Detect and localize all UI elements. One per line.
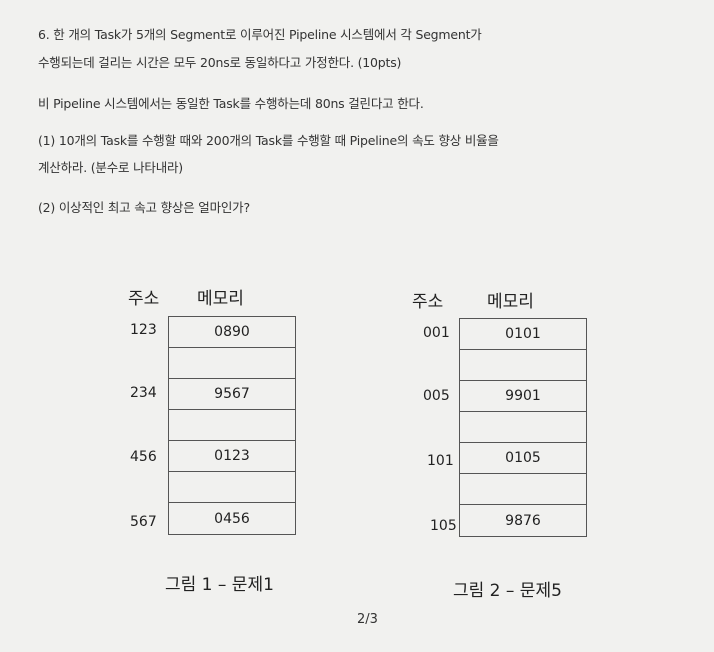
memory-cell: 9901 <box>460 381 586 412</box>
figure-1-address-header: 주소 <box>128 289 160 309</box>
memory-cell: 9567 <box>169 379 295 410</box>
memory-cell <box>460 412 586 443</box>
figure-2-address: 001 <box>423 325 450 341</box>
memory-cell <box>460 350 586 381</box>
memory-cell: 0456 <box>214 510 250 527</box>
question-line-2: 수행되는데 걸리는 시간은 모두 20ns로 동일하다고 가정한다. (10pt… <box>38 55 402 70</box>
figure-1-memory-header: 메모리 <box>197 289 244 309</box>
question-line-3: 비 Pipeline 시스템에서는 동일한 Task를 수행하는데 80ns 걸… <box>38 96 424 111</box>
memory-cell: 0123 <box>169 441 295 472</box>
question-line-6: (2) 이상적인 최고 속고 향상은 얼마인가? <box>38 200 250 215</box>
figure-2-address: 105 <box>430 518 457 534</box>
figure-2-address: 005 <box>423 388 450 404</box>
figure-1-address: 123 <box>130 322 157 338</box>
figure-1-address: 234 <box>130 385 157 401</box>
page-number: 2/3 <box>357 612 378 627</box>
figure-2-caption: 그림 2 – 문제5 <box>453 581 562 601</box>
figure-1-address: 567 <box>130 514 157 530</box>
figure-2-memory-header: 메모리 <box>487 292 534 312</box>
figure-2-address-header: 주소 <box>412 292 444 312</box>
memory-cell: 9876 <box>505 512 541 529</box>
figure-1-address: 456 <box>130 449 157 465</box>
question-line-5: 계산하라. (분수로 나타내라) <box>38 160 183 175</box>
figure-1-caption: 그림 1 – 문제1 <box>165 575 274 595</box>
memory-cell <box>169 472 295 503</box>
figure-1-memory-table: 0890 9567 0123 0456 <box>168 316 296 535</box>
question-line-1: 6. 한 개의 Task가 5개의 Segment로 이루어진 Pipeline… <box>38 27 482 42</box>
memory-cell: 0101 <box>460 319 586 350</box>
memory-cell <box>460 474 586 505</box>
figure-2-address: 101 <box>427 453 454 469</box>
memory-cell: 0890 <box>169 317 295 348</box>
memory-cell: 0105 <box>460 443 586 474</box>
memory-cell <box>169 348 295 379</box>
question-line-4: (1) 10개의 Task를 수행할 때와 200개의 Task를 수행할 때 … <box>38 133 499 148</box>
memory-cell <box>169 410 295 441</box>
figure-2-memory-table: 0101 9901 0105 9876 <box>459 318 587 537</box>
